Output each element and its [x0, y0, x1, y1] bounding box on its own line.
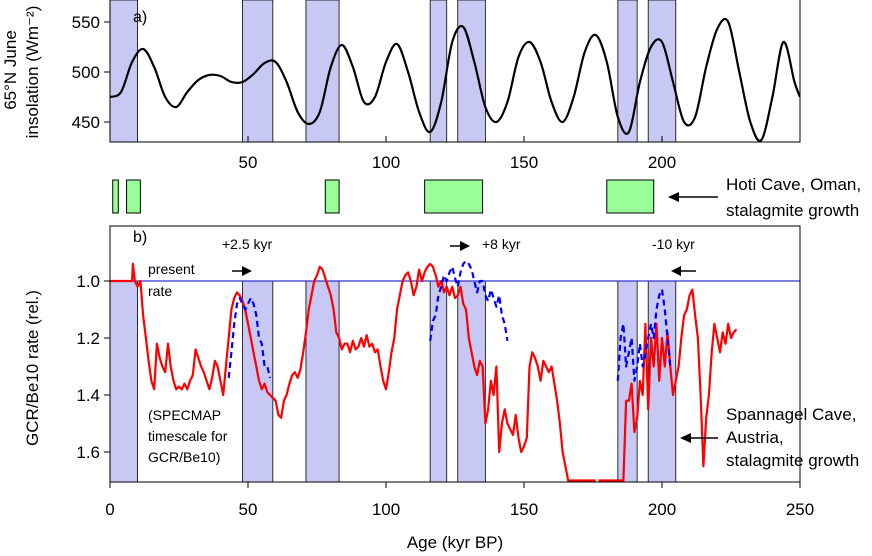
hoti-cave-label-line2: stalagmite growth — [726, 201, 859, 220]
solid-series-0 — [110, 262, 596, 482]
hoti-bar-0 — [112, 179, 119, 214]
insolation-line-0 — [110, 17, 800, 142]
panel-a-shade-6 — [647, 0, 677, 142]
panel-a-ylabel-line2: insolation (Wm⁻²) — [23, 6, 42, 139]
panel-a-xtick-label-3: 150 — [510, 153, 538, 172]
spannagel-label-line1: Spannagel Cave, — [726, 405, 856, 424]
panel-b-series — [110, 260, 738, 482]
hoti-bar-3 — [424, 179, 484, 214]
panel-b-ytick-label-2: 1.4 — [76, 386, 100, 405]
panel-a-frame — [109, 0, 801, 143]
timescale-note-line2: timescale for — [148, 428, 228, 444]
shift-label-2: +8 kyr — [482, 236, 521, 252]
hoti-bar-4 — [606, 179, 655, 214]
panel-b-y-axis: 1.0 1.2 1.4 1.6 — [76, 272, 110, 462]
shift-label-3: -10 kyr — [652, 236, 695, 252]
panel-b-xtick-label-1: 50 — [239, 500, 258, 519]
panel-b-xlabel: Age (kyr BP) — [407, 533, 503, 552]
panel-a-shade-5 — [617, 0, 638, 142]
panel-b-ylabel: GCR/Be10 rate (rel.) — [23, 290, 42, 446]
hoti-cave-panel: Hoti Cave, Oman, stalagmite growth — [112, 175, 861, 220]
panel-b-frame — [109, 225, 801, 483]
dashed-series-2 — [227, 297, 272, 379]
panel-b-ytick-label-3: 1.6 — [76, 443, 100, 462]
panel-a-shade-2 — [305, 0, 340, 142]
panel-a-shade-4 — [457, 0, 486, 142]
hoti-bar-2 — [324, 179, 340, 214]
panel-a-shade-0 — [110, 0, 139, 142]
hoti-cave-growth-bars — [112, 179, 655, 214]
panel-a-xtick-label-4: 200 — [648, 153, 676, 172]
panel-b-xtick-label-4: 200 — [648, 500, 676, 519]
panel-b-xtick-label-0: 0 — [105, 500, 114, 519]
shift-arrow-3 — [671, 266, 696, 276]
present-label-line1: present — [148, 261, 195, 277]
present-label-line2: rate — [148, 283, 172, 299]
panel-b-ytick-label-0: 1.0 — [76, 272, 100, 291]
panel-b-ytick-label-1: 1.2 — [76, 329, 100, 348]
panel-b: 1.01.21.41.6 0 50 100 150 200 250 b) present … — [23, 225, 859, 552]
panel-b-shade-0 — [110, 280, 139, 482]
panel-b-shade-1 — [242, 280, 274, 482]
panel-a-shaded-intervals — [110, 0, 677, 142]
panel-a-insolation-curve — [110, 17, 800, 142]
panel-a-ytick-label-1: 500 — [72, 63, 100, 82]
panel-b-label: b) — [133, 229, 147, 246]
panel-b-x-axis: 0 50 100 150 200 250 — [105, 482, 814, 519]
spannagel-label-line2: Austria, — [726, 428, 784, 447]
hoti-cave-arrow — [668, 192, 718, 202]
panel-a-ytick-label-0: 450 — [72, 113, 100, 132]
panel-a-ytick-label-2: 550 — [72, 13, 100, 32]
panel-a-xtick-label-1: 50 — [239, 153, 258, 172]
timescale-note-line1: (SPECMAP — [148, 407, 221, 423]
hoti-cave-label-line1: Hoti Cave, Oman, — [726, 175, 861, 194]
shift-label-1: +2.5 kyr — [222, 236, 273, 252]
panel-b-xtick-label-2: 100 — [372, 500, 400, 519]
shift-arrow-2 — [450, 241, 470, 251]
panel-a-ylabel-line1: 65°N June — [1, 30, 20, 110]
panel-a-label: a) — [133, 9, 147, 26]
dashed-series-3 — [429, 260, 509, 341]
panel-a-shade-3 — [429, 0, 448, 142]
panel-b-shaded-intervals — [110, 280, 677, 482]
spannagel-arrow — [680, 433, 718, 443]
panel-a-x-ticks: 50 100 150 200 — [109, 136, 801, 172]
panel-a: 450 500 550 50 100 150 200 a) 65°N June insol… — [1, 0, 801, 172]
shift-arrow-1 — [232, 266, 252, 276]
panel-a-xtick-label-2: 100 — [372, 153, 400, 172]
hoti-bar-1 — [126, 179, 141, 214]
spannagel-label-line3: stalagmite growth — [726, 451, 859, 470]
dashed-series-4 — [616, 288, 672, 382]
panel-b-shade-3 — [429, 280, 448, 482]
panel-a-y-axis: 450 500 550 — [72, 13, 110, 132]
timescale-note-line3: GCR/Be10) — [148, 449, 220, 465]
panel-b-shade-4 — [457, 280, 486, 482]
panel-b-xtick-label-3: 150 — [510, 500, 538, 519]
panel-b-xtick-label-5: 250 — [786, 500, 814, 519]
